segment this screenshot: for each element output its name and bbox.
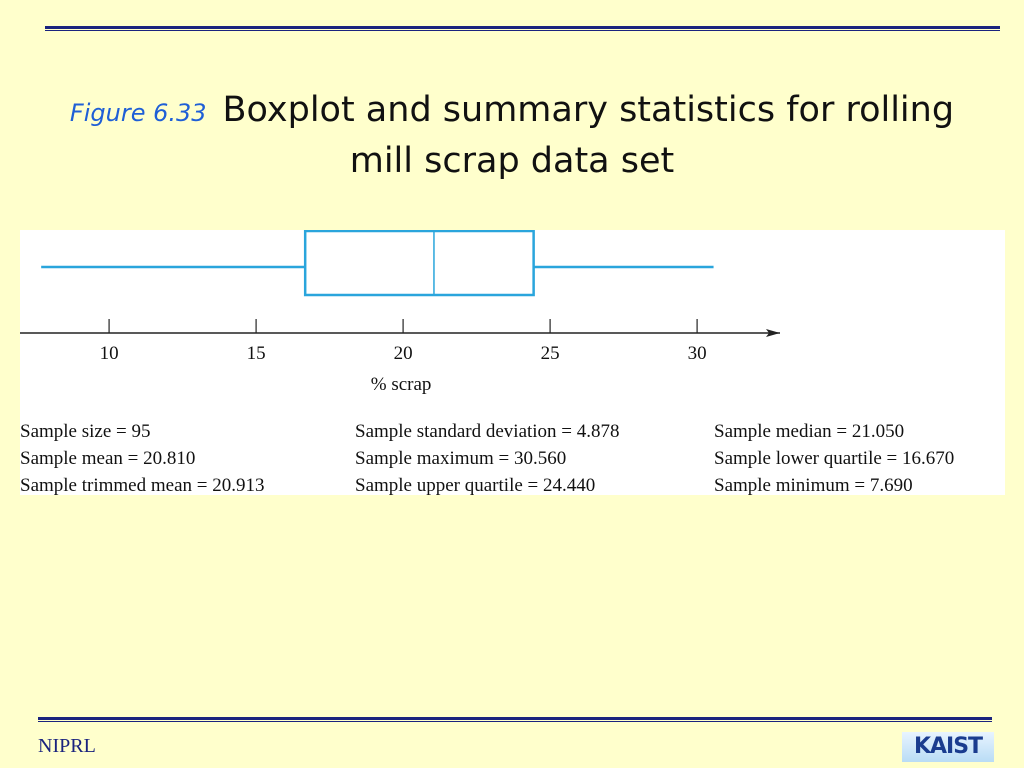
x-tick-label: 20: [394, 343, 413, 364]
x-axis-label: % scrap: [371, 374, 432, 395]
figure-panel: 10 15 20 25 30 % scrap Sample size = 95 Sample …: [20, 229, 1005, 496]
x-tick-label: 10: [100, 343, 119, 364]
x-tick-label: 25: [541, 343, 560, 364]
bottom-rule: [38, 717, 992, 722]
summary-stat: Sample lower quartile = 16.670: [714, 448, 954, 469]
figure-label: Figure 6.33: [69, 99, 207, 127]
box: [303, 229, 535, 297]
summary-stat: Sample upper quartile = 24.440: [355, 475, 595, 495]
slide-title: Figure 6.33 Boxplot and summary statistic…: [60, 86, 964, 185]
summary-stat: Sample mean = 20.810: [20, 448, 195, 469]
summary-stat: Sample minimum = 7.690: [714, 475, 913, 495]
logo: KAIST: [902, 732, 994, 762]
summary-stat: Sample standard deviation = 4.878: [355, 421, 620, 442]
summary-stat: Sample median = 21.050: [714, 421, 904, 442]
summary-stat: Sample trimmed mean = 20.913: [20, 475, 264, 495]
axis-arrow: [766, 329, 780, 337]
summary-stat: Sample size = 95: [20, 421, 151, 442]
summary-stat: Sample maximum = 30.560: [355, 448, 566, 469]
top-rule: [45, 26, 1000, 31]
footer: NIPRL: [38, 735, 96, 757]
x-tick-label: 30: [688, 343, 707, 364]
chart: 10 15 20 25 30 % scrap Sample size = 95 Sample …: [20, 229, 954, 496]
x-tick-label: 15: [247, 343, 266, 364]
title-text: Boxplot and summary statistics for rolli…: [222, 90, 955, 181]
